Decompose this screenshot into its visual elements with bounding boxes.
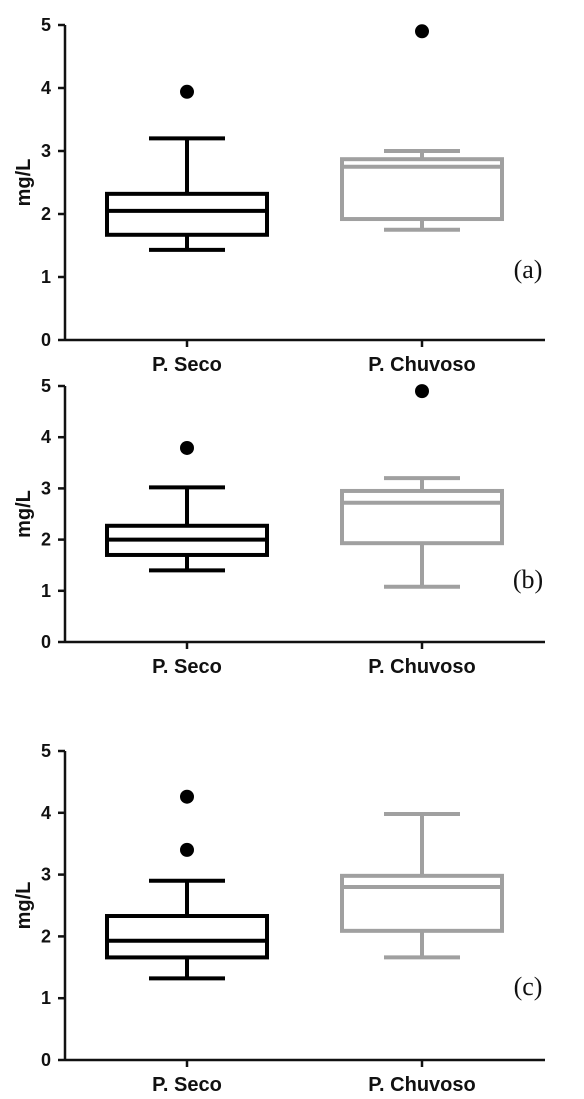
x-category-label: P. Chuvoso [368, 1074, 475, 1096]
outlier-point [180, 84, 194, 99]
y-axis-label: mg/L [13, 159, 35, 207]
outlier-point [415, 24, 429, 39]
y-tick-label: 0 [41, 330, 51, 350]
box [340, 488, 504, 546]
y-tick-label: 0 [41, 632, 51, 652]
y-axis-label: mg/L [13, 490, 35, 538]
x-category-label: P. Seco [152, 1074, 222, 1096]
panel-label: (b) [513, 565, 543, 594]
outlier-point [415, 384, 429, 399]
box [340, 157, 504, 222]
outlier-point [180, 842, 194, 857]
y-tick-label: 4 [41, 803, 51, 823]
x-category-label: P. Seco [152, 656, 222, 678]
y-tick-label: 1 [41, 581, 51, 601]
y-tick-label: 1 [41, 267, 51, 287]
y-tick-label: 0 [41, 1050, 51, 1070]
y-tick-label: 5 [41, 741, 51, 761]
outlier-point [180, 440, 194, 455]
y-tick-label: 5 [41, 376, 51, 396]
y-tick-label: 1 [41, 988, 51, 1008]
y-tick-label: 2 [41, 926, 51, 946]
y-tick-label: 4 [41, 78, 51, 98]
y-tick-label: 2 [41, 530, 51, 550]
y-tick-label: 3 [41, 141, 51, 161]
panel-label: (a) [514, 255, 543, 284]
panel-label: (c) [514, 972, 543, 1001]
y-axis-label: mg/L [13, 882, 35, 930]
box [340, 873, 504, 933]
y-tick-label: 4 [41, 427, 51, 447]
y-tick-label: 3 [41, 478, 51, 498]
y-tick-label: 5 [41, 15, 51, 35]
x-category-label: P. Chuvoso [368, 354, 475, 376]
box [105, 191, 269, 237]
x-category-label: P. Seco [152, 354, 222, 376]
y-tick-label: 3 [41, 865, 51, 885]
x-category-label: P. Chuvoso [368, 656, 475, 678]
outlier-point [180, 789, 194, 804]
box [105, 914, 269, 960]
y-tick-label: 2 [41, 204, 51, 224]
